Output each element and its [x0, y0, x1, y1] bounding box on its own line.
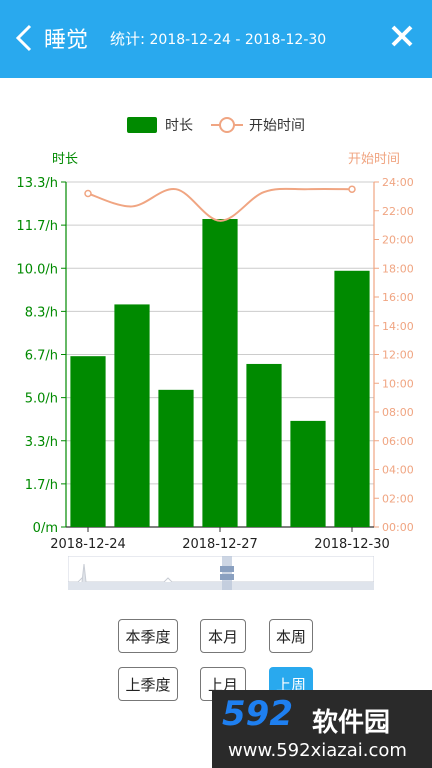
watermark-logo-number: 592 [222, 694, 293, 734]
y-left-tick-label: 0/m [33, 521, 58, 536]
legend-bar-swatch[interactable] [127, 117, 157, 133]
bar-2018-12-28[interactable] [246, 363, 282, 527]
x-tick-label: 2018-12-30 [314, 537, 390, 552]
back-button[interactable]: 睡觉 [14, 20, 98, 56]
bar-2018-12-26[interactable] [158, 389, 194, 527]
y-right-tick-label: 12:00 [382, 349, 414, 362]
app-header: 睡觉 统计: 2018-12-24 - 2018-12-30 [0, 0, 432, 78]
legend-line-label[interactable]: 开始时间 [249, 118, 305, 134]
y-right-tick-label: 10:00 [382, 377, 414, 390]
y-left-tick-label: 6.7/h [25, 349, 58, 364]
zoom-handle-top[interactable] [220, 566, 234, 572]
y-right-tick-label: 16:00 [382, 291, 414, 304]
start-time-point[interactable] [84, 189, 92, 198]
data-zoom-slider[interactable] [68, 556, 374, 590]
start-time-point[interactable] [348, 185, 356, 193]
y-right-tick-label: 22:00 [382, 205, 414, 218]
x-tick-label: 2018-12-24 [50, 537, 126, 552]
stat-range: 统计: 2018-12-24 - 2018-12-30 [110, 28, 326, 49]
y-right-tick-label: 18:00 [382, 262, 414, 275]
y-left-tick-label: 8.3/h [25, 305, 58, 320]
y-left-tick-label: 1.7/h [25, 478, 58, 493]
this-quarter-button[interactable]: 本季度 [118, 619, 178, 653]
y-left-tick-label: 10.0/h [16, 262, 58, 277]
zoom-handle-bottom[interactable] [220, 574, 234, 580]
this-week-button[interactable]: 本周 [269, 619, 313, 653]
bar-2018-12-29[interactable] [290, 420, 326, 527]
y-left-tick-label: 13.3/h [16, 176, 58, 191]
bar-2018-12-30[interactable] [334, 270, 370, 527]
this-month-button[interactable]: 本月 [200, 619, 246, 653]
x-tick-label: 2018-12-27 [182, 537, 258, 552]
watermark-logo: 592 软件园 www.592xiazai.com [212, 690, 432, 768]
last-quarter-button[interactable]: 上季度 [118, 667, 178, 701]
y-left-tick-label: 3.3/h [25, 435, 58, 450]
y-left-axis-name: 时长 [52, 152, 79, 167]
stat-label: 统计: [110, 30, 146, 48]
y-right-tick-label: 06:00 [382, 435, 414, 448]
y-right-tick-label: 00:00 [382, 521, 414, 534]
y-right-tick-label: 02:00 [382, 492, 414, 505]
y-right-tick-label: 04:00 [382, 464, 414, 477]
sleep-chart: 0/m 1.7/h 3.3/h 5.0/h 6.7/h 8.3/h 10.0/h 11.7/h… [16, 176, 414, 552]
bar-2018-12-27[interactable] [202, 219, 238, 527]
bar-2018-12-24[interactable] [70, 356, 106, 527]
zoom-window[interactable] [222, 556, 232, 590]
watermark-url: www.592xiazai.com [228, 740, 407, 761]
start-time-line[interactable] [87, 187, 353, 222]
chevron-left-icon [15, 24, 32, 52]
y-left-tick-label: 11.7/h [16, 219, 58, 234]
chart-legend: 时长 开始时间 [0, 114, 432, 136]
y-left-tick-label: 5.0/h [25, 392, 58, 407]
bar-2018-12-25[interactable] [114, 304, 150, 527]
watermark-logo-text: 软件园 [312, 708, 391, 738]
close-icon[interactable] [388, 22, 416, 50]
y-right-tick-label: 20:00 [382, 234, 414, 247]
legend-line-swatch[interactable] [211, 117, 243, 133]
stat-date-range: 2018-12-24 - 2018-12-30 [149, 32, 327, 48]
page-title: 睡觉 [44, 28, 89, 53]
legend-bar-label[interactable]: 时长 [165, 118, 193, 134]
y-right-tick-label: 24:00 [382, 176, 414, 189]
y-right-tick-label: 08:00 [382, 406, 414, 419]
y-right-axis-name: 开始时间 [347, 152, 400, 167]
y-right-tick-label: 14:00 [382, 320, 414, 333]
